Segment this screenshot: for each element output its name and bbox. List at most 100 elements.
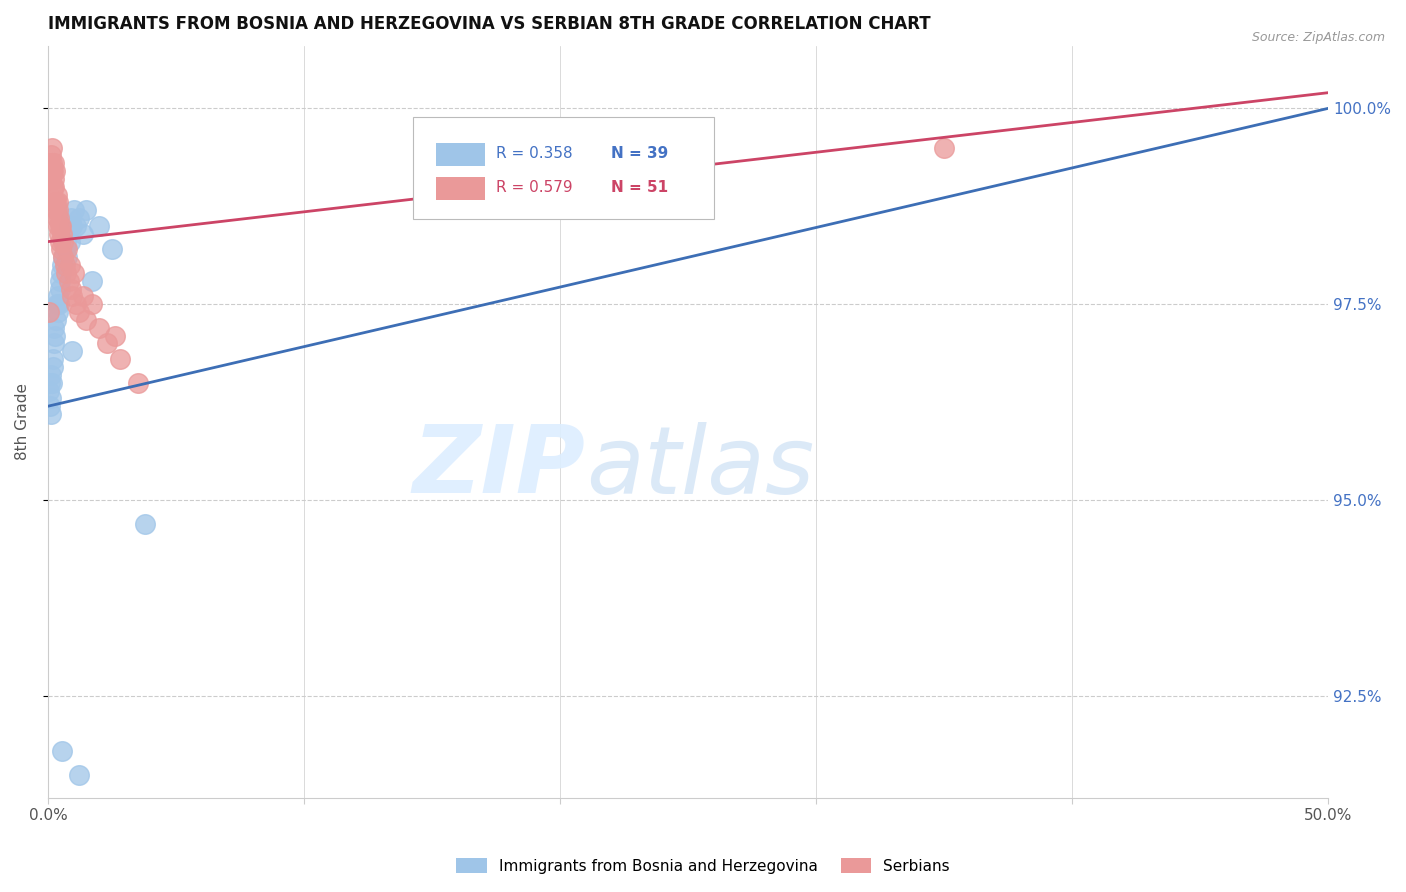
Point xyxy=(46,211,69,225)
Point xyxy=(44,328,66,343)
Point xyxy=(48,297,70,311)
Point xyxy=(67,211,90,225)
Point xyxy=(56,250,79,264)
Point xyxy=(44,156,66,170)
Point xyxy=(51,258,73,272)
Point xyxy=(38,164,60,178)
Point xyxy=(39,148,62,162)
Point xyxy=(62,266,84,280)
Point xyxy=(127,376,149,390)
Point xyxy=(60,289,83,303)
Point xyxy=(41,164,63,178)
Point xyxy=(52,250,75,264)
Point xyxy=(42,359,65,374)
Point xyxy=(67,767,90,781)
Point xyxy=(49,282,72,296)
Point xyxy=(52,235,75,249)
Point xyxy=(60,211,83,225)
Point xyxy=(52,250,75,264)
Text: N = 51: N = 51 xyxy=(612,179,668,194)
Point xyxy=(45,187,67,202)
Point xyxy=(65,297,87,311)
Point xyxy=(89,321,111,335)
Point xyxy=(41,179,63,194)
Point xyxy=(59,235,82,249)
Point xyxy=(55,266,77,280)
Point xyxy=(39,172,62,186)
Point xyxy=(44,164,66,178)
Text: IMMIGRANTS FROM BOSNIA AND HERZEGOVINA VS SERBIAN 8TH GRADE CORRELATION CHART: IMMIGRANTS FROM BOSNIA AND HERZEGOVINA V… xyxy=(48,15,931,33)
Point xyxy=(80,297,103,311)
Point xyxy=(59,258,82,272)
Point xyxy=(51,227,73,241)
Point xyxy=(46,289,69,303)
Point xyxy=(548,156,571,170)
Point xyxy=(55,235,77,249)
Point xyxy=(108,352,131,367)
Point xyxy=(46,219,69,233)
Point xyxy=(44,336,66,351)
Text: atlas: atlas xyxy=(586,422,814,513)
Point xyxy=(44,179,66,194)
Point xyxy=(51,744,73,758)
Point xyxy=(96,336,118,351)
Text: N = 39: N = 39 xyxy=(612,145,668,161)
Point xyxy=(44,195,66,210)
Point xyxy=(46,305,69,319)
Point xyxy=(48,274,70,288)
Point xyxy=(72,289,94,303)
Point xyxy=(46,203,69,218)
Point xyxy=(51,243,73,257)
Point xyxy=(48,211,70,225)
Point xyxy=(45,313,67,327)
Point xyxy=(48,219,70,233)
Point xyxy=(39,392,62,406)
Point xyxy=(60,219,83,233)
Point xyxy=(46,195,69,210)
Point xyxy=(62,203,84,218)
Point xyxy=(58,219,80,233)
Point xyxy=(49,219,72,233)
Text: Source: ZipAtlas.com: Source: ZipAtlas.com xyxy=(1251,31,1385,45)
Text: R = 0.579: R = 0.579 xyxy=(496,179,572,194)
Text: ZIP: ZIP xyxy=(413,421,586,513)
Point xyxy=(65,219,87,233)
Point xyxy=(41,156,63,170)
Point xyxy=(42,172,65,186)
Point xyxy=(101,243,124,257)
Point xyxy=(42,321,65,335)
Point xyxy=(45,195,67,210)
Text: R = 0.358: R = 0.358 xyxy=(496,145,572,161)
Point xyxy=(49,235,72,249)
Point xyxy=(75,313,97,327)
Point xyxy=(67,305,90,319)
Point xyxy=(60,344,83,359)
Point xyxy=(41,352,63,367)
Point xyxy=(39,368,62,382)
Point xyxy=(49,266,72,280)
Point xyxy=(134,516,156,531)
Legend: Immigrants from Bosnia and Herzegovina, Serbians: Immigrants from Bosnia and Herzegovina, … xyxy=(450,852,956,880)
Point xyxy=(42,164,65,178)
Point xyxy=(39,376,62,390)
Point xyxy=(80,274,103,288)
Point xyxy=(48,227,70,241)
Bar xyxy=(436,178,485,200)
Point xyxy=(89,219,111,233)
Point xyxy=(53,258,76,272)
Point xyxy=(75,203,97,218)
Point xyxy=(41,376,63,390)
Point xyxy=(39,156,62,170)
Point xyxy=(53,243,76,257)
Point xyxy=(46,297,69,311)
Point xyxy=(41,140,63,154)
Bar xyxy=(436,144,485,166)
Point xyxy=(39,399,62,413)
FancyBboxPatch shape xyxy=(413,117,714,219)
Point xyxy=(932,140,955,154)
Point xyxy=(72,227,94,241)
Point xyxy=(45,203,67,218)
Y-axis label: 8th Grade: 8th Grade xyxy=(15,384,30,460)
Point xyxy=(39,407,62,421)
Point xyxy=(38,305,60,319)
